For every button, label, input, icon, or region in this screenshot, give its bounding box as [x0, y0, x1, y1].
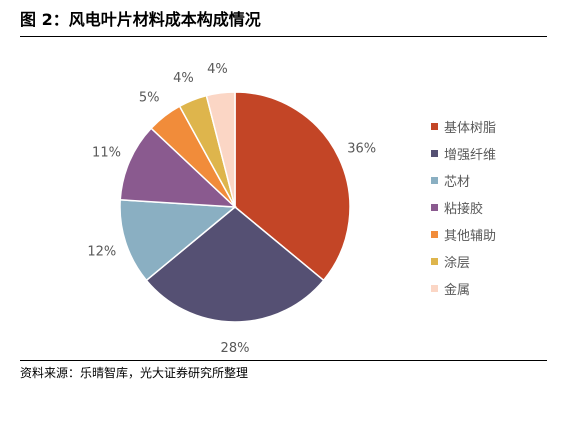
pie-slice-3	[119, 198, 237, 282]
legend-item-4: 粘接胶	[431, 194, 496, 221]
legend-swatch	[431, 204, 438, 211]
legend-swatch	[431, 150, 438, 157]
bottom-rule	[20, 360, 547, 361]
top-rule	[20, 36, 547, 37]
legend-label: 涂层	[444, 256, 471, 271]
slice-label-4: 11%	[92, 145, 121, 160]
pie-slice-1	[234, 91, 351, 282]
legend-label: 金属	[444, 283, 471, 298]
slice-label-1: 36%	[347, 141, 376, 156]
slice-label-5: 5%	[139, 90, 160, 105]
slice-label-7: 4%	[207, 62, 228, 77]
chart-legend: 基体树脂增强纤维芯材粘接胶其他辅助涂层金属	[431, 113, 496, 302]
chart-title: 图 2：风电叶片材料成本构成情况	[20, 10, 261, 29]
legend-item-3: 芯材	[431, 167, 496, 194]
legend-swatch	[431, 258, 438, 265]
source-note: 资料来源：乐晴智库，光大证券研究所整理	[20, 366, 249, 380]
legend-label: 基体树脂	[444, 121, 497, 136]
legend-item-2: 增强纤维	[431, 140, 496, 167]
slice-label-3: 12%	[87, 244, 116, 259]
legend-item-5: 其他辅助	[431, 221, 496, 248]
legend-label: 粘接胶	[444, 202, 484, 217]
legend-swatch	[431, 123, 438, 130]
slice-label-6: 4%	[173, 71, 194, 86]
legend-item-7: 金属	[431, 275, 496, 302]
legend-swatch	[431, 285, 438, 292]
legend-label: 增强纤维	[444, 148, 497, 163]
legend-label: 芯材	[444, 175, 471, 190]
slice-label-2: 28%	[221, 341, 250, 356]
pie-slice-4	[119, 127, 238, 208]
pie-slice-7	[205, 91, 236, 208]
legend-item-1: 基体树脂	[431, 113, 496, 140]
legend-swatch	[431, 177, 438, 184]
legend-item-6: 涂层	[431, 248, 496, 275]
pie-slice-2	[145, 206, 325, 323]
legend-label: 其他辅助	[444, 229, 497, 244]
legend-swatch	[431, 231, 438, 238]
